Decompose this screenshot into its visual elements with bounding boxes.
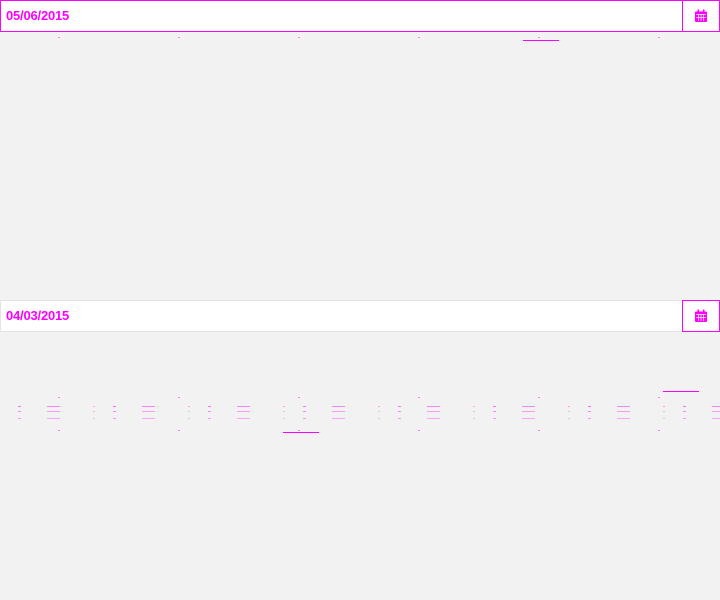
date-input-1[interactable]: 05/06/2015	[0, 0, 682, 32]
calendar-button-2[interactable]	[682, 300, 720, 332]
date-picker-1: 05/06/2015	[0, 0, 720, 32]
decor-underline	[523, 40, 559, 41]
decor-dot-row	[0, 430, 720, 431]
calendar-icon	[695, 309, 707, 322]
date-value-1: 05/06/2015	[6, 8, 70, 23]
decor-dash-row	[0, 411, 720, 412]
date-input-2[interactable]: 04/03/2015	[0, 300, 682, 332]
decor-dot-row	[0, 397, 720, 398]
date-picker-2: 04/03/2015	[0, 300, 720, 332]
decor-dash-row	[0, 406, 720, 407]
decor-underline	[663, 391, 699, 392]
calendar-button-1[interactable]	[682, 0, 720, 32]
date-value-2: 04/03/2015	[6, 308, 70, 323]
decor-dash-row	[0, 418, 720, 419]
decor-underline	[283, 432, 319, 433]
calendar-icon	[695, 9, 707, 22]
decor-dot-row	[0, 37, 720, 38]
